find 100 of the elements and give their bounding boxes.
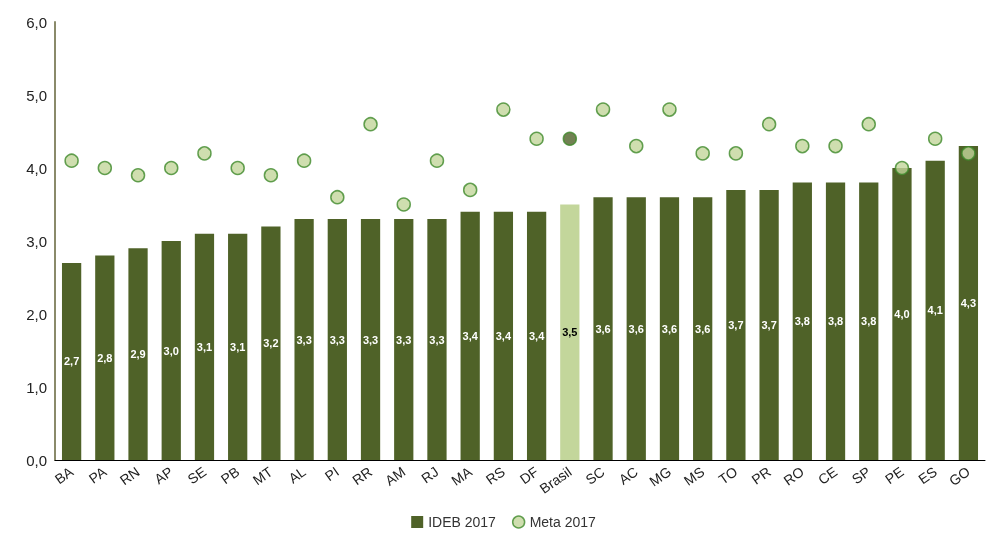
x-tick-label: PA xyxy=(85,463,110,487)
data-label: 3,4 xyxy=(462,329,479,342)
bar xyxy=(726,189,746,460)
bar xyxy=(560,204,580,460)
data-label: 3,7 xyxy=(728,318,744,331)
bar xyxy=(925,160,945,460)
y-tick-label: 5,0 xyxy=(26,86,47,104)
x-tick-label: MT xyxy=(249,463,276,489)
x-tick-label: BA xyxy=(51,463,77,488)
data-label: 2,7 xyxy=(63,355,80,368)
point xyxy=(828,138,843,154)
point xyxy=(496,102,511,117)
point xyxy=(429,153,445,168)
x-tick-label: RN xyxy=(116,463,143,489)
x-tick-label: PE xyxy=(882,463,907,488)
bar xyxy=(228,233,248,460)
x-tick-label: MG xyxy=(646,463,675,490)
data-label: 3,3 xyxy=(362,333,379,346)
data-label: 3,2 xyxy=(263,337,279,350)
y-tick-label: 0,0 xyxy=(26,451,47,469)
x-tick-label: RR xyxy=(349,463,376,489)
point xyxy=(728,146,744,161)
point xyxy=(861,116,876,132)
bar xyxy=(759,189,779,460)
bar xyxy=(161,241,181,460)
point xyxy=(462,182,478,198)
point xyxy=(230,160,245,176)
bar xyxy=(294,219,314,460)
point xyxy=(562,131,578,147)
x-tick-label: SC xyxy=(582,463,608,488)
bar xyxy=(360,219,381,460)
bar xyxy=(427,219,447,460)
bar xyxy=(261,226,281,460)
point xyxy=(197,146,212,161)
point xyxy=(961,146,976,161)
data-label: 3,1 xyxy=(230,340,246,353)
bar xyxy=(892,168,912,460)
point xyxy=(629,138,644,154)
data-label: 3,6 xyxy=(628,322,644,335)
point xyxy=(695,146,710,161)
data-label: 3,8 xyxy=(827,315,844,328)
data-label: 3,1 xyxy=(196,340,213,353)
point xyxy=(130,168,146,183)
data-label: 3,3 xyxy=(396,333,412,346)
y-tick-label: 6,0 xyxy=(26,13,47,31)
data-label: 3,3 xyxy=(296,333,312,346)
y-tick-label: 1,0 xyxy=(26,378,47,396)
bar xyxy=(394,219,414,460)
x-tick-label: RO xyxy=(780,463,807,489)
point xyxy=(330,189,345,205)
point xyxy=(894,160,910,176)
point xyxy=(662,102,677,117)
x-tick-label: AL xyxy=(285,463,309,487)
x-tick-label: GO xyxy=(945,463,974,490)
bar xyxy=(825,182,846,460)
x-tick-label: MA xyxy=(448,463,476,489)
bar xyxy=(958,146,979,460)
x-tick-label: AC xyxy=(615,463,641,488)
y-tick-label: 2,0 xyxy=(26,305,47,323)
point xyxy=(927,131,943,147)
point xyxy=(296,153,312,168)
legend-label: Meta 2017 xyxy=(529,514,597,530)
data-label: 4,3 xyxy=(960,297,977,310)
x-tick-label: TO xyxy=(715,463,741,488)
x-tick-label: CE xyxy=(815,463,841,488)
data-label: 3,8 xyxy=(794,315,810,328)
bar xyxy=(693,197,713,460)
x-tick-label: AM xyxy=(381,463,409,489)
point xyxy=(761,116,777,132)
x-tick-label: RJ xyxy=(418,463,442,487)
x-tick-label: MS xyxy=(680,463,708,489)
data-label: 3,3 xyxy=(329,333,345,346)
bar xyxy=(859,182,879,460)
x-tick-label: PR xyxy=(748,463,774,488)
point xyxy=(263,168,279,183)
bar xyxy=(460,211,480,460)
bar xyxy=(659,197,680,460)
bar xyxy=(493,211,514,460)
legend-label: IDEB 2017 xyxy=(428,514,497,530)
data-label: 3,6 xyxy=(695,322,711,335)
data-label: 3,6 xyxy=(661,322,678,335)
data-label: 3,7 xyxy=(761,318,777,331)
data-label: 3,4 xyxy=(528,329,546,342)
y-tick-label: 3,0 xyxy=(26,232,47,250)
data-label: 4,1 xyxy=(927,304,943,317)
point xyxy=(363,116,378,132)
point xyxy=(795,138,810,154)
x-tick-label: AP xyxy=(151,463,176,488)
x-tick-label: RS xyxy=(482,463,508,488)
x-tick-label: ES xyxy=(915,463,940,488)
data-label: 3,4 xyxy=(495,329,512,342)
data-label: 3,6 xyxy=(595,322,611,335)
data-label: 3,0 xyxy=(163,344,179,357)
x-tick-label: SP xyxy=(848,463,874,488)
bar xyxy=(792,182,812,460)
bar xyxy=(526,211,547,460)
bar xyxy=(194,233,215,460)
point xyxy=(396,197,411,212)
bar xyxy=(327,219,347,460)
data-label: 2,8 xyxy=(97,351,113,364)
